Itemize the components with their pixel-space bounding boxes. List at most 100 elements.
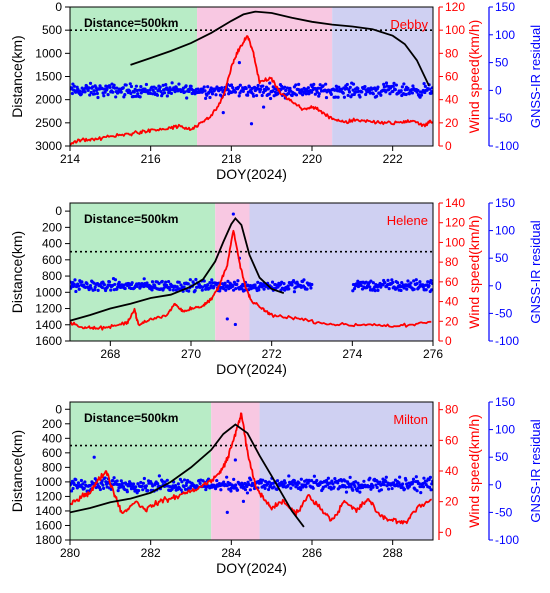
- residual-point: [358, 95, 362, 99]
- residual-point: [201, 285, 205, 289]
- residual-point: [282, 282, 286, 286]
- residual-point: [266, 487, 271, 492]
- residual-point: [98, 84, 102, 88]
- residual-point: [260, 93, 264, 98]
- distance-axis-title: Distance(km): [9, 35, 25, 117]
- residual-point: [244, 86, 248, 91]
- x-tick-label: 268: [100, 347, 120, 361]
- residual-point: [77, 287, 81, 291]
- residual-point: [206, 85, 210, 89]
- residual-point: [256, 83, 260, 88]
- residual-point: [263, 486, 267, 490]
- residual-point: [368, 476, 372, 480]
- wind-tick-label: 0: [445, 525, 452, 539]
- residual-point: [137, 88, 142, 92]
- residual-point: [119, 485, 123, 489]
- residual-point: [80, 280, 84, 284]
- residual-point: [135, 88, 139, 93]
- x-axis-title: DOY(2024): [216, 361, 287, 377]
- residual-point: [151, 88, 155, 92]
- residual-point: [148, 284, 153, 288]
- residual-point: [419, 93, 424, 97]
- residual-point: [259, 481, 263, 485]
- residual-point: [82, 486, 86, 491]
- residual-point: [83, 285, 88, 289]
- x-tick-label: 284: [221, 546, 241, 560]
- residual-tick-label: 100: [495, 224, 515, 238]
- residual-point: [93, 285, 97, 289]
- residual-point: [189, 84, 193, 88]
- panel-debby: Distance=500km Debby 214 216 218 220 222 DOY(20…: [9, 0, 543, 182]
- residual-axis-title: GNSS-IR residual: [528, 25, 543, 128]
- distance-axis-title: Distance(km): [9, 430, 25, 512]
- residual-point: [418, 280, 422, 284]
- distance-tick-label: 200: [42, 417, 62, 431]
- phase-band-1: [197, 7, 333, 146]
- residual-point: [219, 488, 223, 492]
- residual-point: [390, 278, 394, 282]
- distance-tick-label: 1400: [35, 318, 62, 332]
- residual-point: [356, 284, 361, 289]
- residual-point: [415, 489, 419, 493]
- plot-area: [70, 412, 433, 528]
- residual-point: [384, 479, 388, 484]
- residual-point: [109, 288, 113, 292]
- residual-point: [343, 479, 347, 483]
- distance-tick-label: 1000: [35, 46, 62, 60]
- plot-frame: [69, 202, 434, 342]
- residual-point: [234, 483, 238, 487]
- residual-point: [127, 89, 132, 93]
- residual-point: [412, 279, 416, 283]
- residual-point: [198, 481, 202, 486]
- residual-point: [70, 482, 73, 486]
- residual-point: [392, 81, 396, 85]
- residual-point: [285, 86, 290, 90]
- residual-point: [310, 85, 314, 89]
- residual-point: [115, 86, 119, 90]
- residual-point: [238, 83, 242, 87]
- residual-point: [369, 487, 373, 491]
- residual-point: [379, 285, 383, 289]
- residual-point: [140, 484, 144, 488]
- residual-point: [138, 95, 142, 99]
- residual-point: [307, 92, 311, 96]
- residual-point: [177, 280, 181, 284]
- residual-point: [146, 488, 150, 493]
- residual-point: [328, 481, 332, 485]
- residual-point: [392, 481, 396, 485]
- distance-tick-label: 0: [55, 402, 62, 416]
- residual-point: [87, 86, 91, 90]
- residual-point: [266, 87, 270, 91]
- wind-speed-line: [70, 412, 433, 525]
- residual-point: [160, 479, 165, 483]
- residual-point: [93, 288, 97, 292]
- residual-point: [241, 499, 246, 503]
- residual-point: [106, 93, 110, 97]
- residual-point: [170, 81, 174, 85]
- x-axis-title: DOY(2024): [216, 166, 287, 182]
- storm-name: Debby: [390, 17, 428, 32]
- residual-point: [88, 483, 92, 488]
- residual-point: [103, 476, 107, 480]
- residual-point: [70, 489, 74, 493]
- residual-point: [400, 280, 404, 285]
- residual-point: [287, 91, 291, 96]
- residual-point: [292, 479, 297, 483]
- residual-point: [329, 92, 333, 96]
- residual-point: [312, 82, 316, 86]
- residual-point: [113, 282, 117, 287]
- residual-point: [346, 93, 350, 98]
- residual-point: [236, 85, 241, 89]
- residual-point: [412, 287, 416, 291]
- residual-point: [359, 283, 363, 288]
- residual-point: [74, 289, 78, 294]
- residual-point: [424, 288, 428, 292]
- residual-point: [430, 482, 433, 486]
- residual-point: [231, 284, 235, 288]
- residual-point: [310, 90, 314, 94]
- residual-point: [259, 87, 263, 92]
- residual-point: [406, 279, 410, 283]
- residual-point: [70, 91, 75, 96]
- wind-tick-label: 60: [445, 433, 459, 447]
- residual-point: [229, 486, 234, 490]
